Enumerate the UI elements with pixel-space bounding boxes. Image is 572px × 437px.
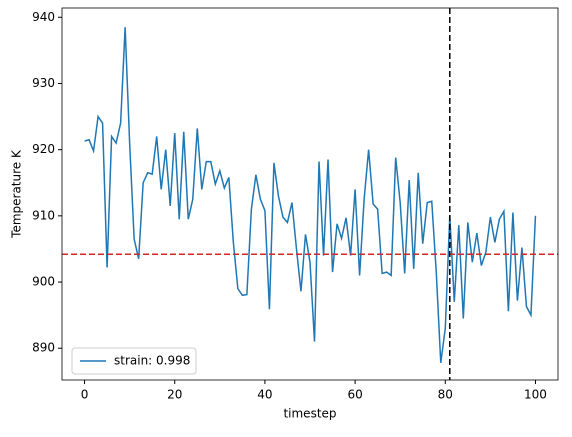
x-tick-label: 0 (81, 388, 89, 402)
y-tick-label: 900 (32, 275, 55, 289)
x-tick-label: 100 (524, 388, 547, 402)
x-tick-label: 80 (438, 388, 453, 402)
y-tick-label: 910 (32, 208, 55, 222)
legend-label: strain: 0.998 (114, 354, 190, 368)
y-tick-label: 890 (32, 341, 55, 355)
x-tick-label: 40 (257, 388, 272, 402)
y-tick-label: 930 (32, 76, 55, 90)
y-axis-label: Temperature K (10, 149, 24, 239)
legend-box (71, 347, 197, 375)
x-tick-label: 60 (347, 388, 362, 402)
data-line (84, 27, 537, 363)
x-axis-label: timestep (283, 407, 336, 421)
x-tick-label: 20 (167, 388, 182, 402)
plot-frame (61, 7, 559, 381)
y-tick-label: 920 (32, 142, 55, 156)
y-tick-label: 940 (32, 10, 55, 24)
